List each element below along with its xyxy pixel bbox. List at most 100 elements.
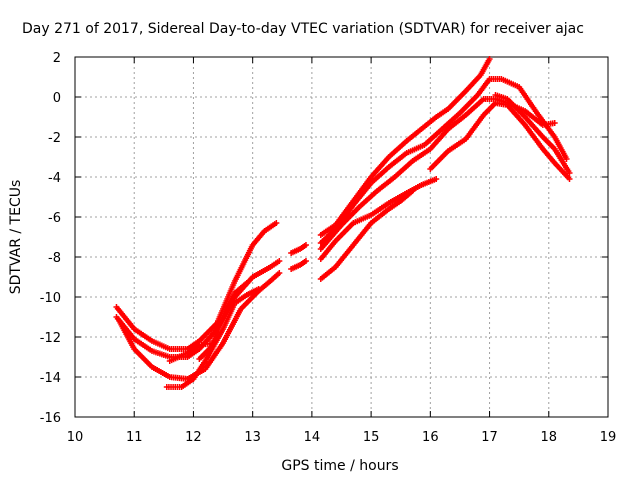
data-point-fill [464,73,483,93]
data-point-fill [250,229,267,247]
series-track-a [113,220,280,352]
data-point-fill [428,149,450,171]
data-point-fill [405,142,426,156]
data-point-fill [399,189,415,203]
data-point [566,170,573,176]
data-point-fill [168,374,189,382]
data-point-fill [214,280,238,324]
data-point-fill [186,347,201,359]
data-point-fill [405,127,423,143]
y-tick-label: -16 [40,411,61,426]
data-point-fill [150,365,171,379]
data-point-fill [505,97,527,119]
data-point-fill [203,341,225,371]
data-point-fill [420,115,438,131]
chart-title: Day 271 of 2017, Sidereal Day-to-day VTE… [22,21,584,37]
data-point-fill [269,259,281,269]
x-tick-label: 10 [67,430,84,445]
data-point-fill [552,135,569,161]
data-point-fill [298,243,308,251]
data-point [409,188,416,194]
data-point-fill [319,239,338,261]
x-tick-label: 11 [126,430,143,445]
y-tick-label: 0 [53,91,61,106]
data-point-fill [220,302,237,330]
data-point-fill [319,223,337,237]
data-point-fill [458,93,480,115]
data-point-fill [319,223,344,251]
data-point-fill [334,221,355,243]
data-point-fill [132,327,154,343]
data-point-fill [552,147,572,175]
data-point-fill [289,246,302,256]
data-point-fill [375,175,397,193]
data-point-fill [464,113,486,141]
plot-frame [74,56,609,418]
y-tick-label: -14 [40,371,61,386]
y-tick-label: -8 [48,251,61,266]
data-point-fill [369,165,391,185]
series-track-c [116,270,283,382]
data-point-fill [369,155,391,179]
data-point-fill [351,221,373,247]
x-tick-label: 15 [363,430,380,445]
data-point-fill [482,101,497,117]
data-point-fill [440,111,462,131]
data-point [563,156,570,162]
data-point-fill [387,191,408,205]
data-point-fill [387,139,409,159]
data-point-fill [369,207,391,225]
data-point-fill [434,107,450,119]
data-point-fill [268,271,281,283]
series-track-g [288,242,309,256]
data-point-fill [446,89,468,111]
data-point [276,270,283,276]
x-axis-label: GPS time / hours [281,458,398,474]
data-point-fill [428,127,450,151]
series-track-h [288,258,309,272]
data-point-fill [500,76,521,90]
data-point [302,258,309,264]
data-point [276,258,283,264]
y-tick-label: -12 [40,331,61,346]
data-point-fill [233,281,249,295]
data-point-fill [357,189,379,209]
data-point [486,56,493,62]
data-point-fill [239,289,261,311]
data-point-fill [251,265,272,279]
x-tick-label: 16 [422,430,439,445]
x-tick-labels: 10 11 12 13 14 15 16 17 18 19 [67,430,617,445]
data-point-fill [387,199,403,211]
y-tick-label: -10 [40,291,61,306]
x-tick-label: 14 [304,430,321,445]
series-track-n [427,100,573,182]
data-point-fill [221,307,243,345]
data-point-fill [298,259,308,267]
data-point-fill [393,159,414,179]
data-point-fill [517,85,539,115]
data-point-fill [132,347,154,369]
y-tick-labels: -16 -14 -12 -10 -8 -6 -4 -2 0 2 [40,51,61,426]
x-tick-label: 12 [185,430,202,445]
data-point [433,176,440,182]
data-point-fill [478,57,492,77]
data-point-fill [197,345,213,361]
data-point [566,176,573,182]
series-track-f [196,280,250,362]
data-point [243,280,250,286]
data-point-fill [387,151,409,169]
data-point-fill [523,109,545,127]
series-track-i [317,56,493,238]
data-point-fill [333,243,355,269]
y-tick-label: 2 [53,51,61,66]
data-point [255,286,262,292]
data-point-fill [117,319,137,351]
data-point [273,220,280,226]
data-point-fill [541,135,557,151]
y-tick-label: -2 [48,131,61,146]
data-point-fill [411,147,432,163]
data-point-fill [505,103,527,127]
data-point [551,120,558,126]
data-point-fill [150,338,171,352]
